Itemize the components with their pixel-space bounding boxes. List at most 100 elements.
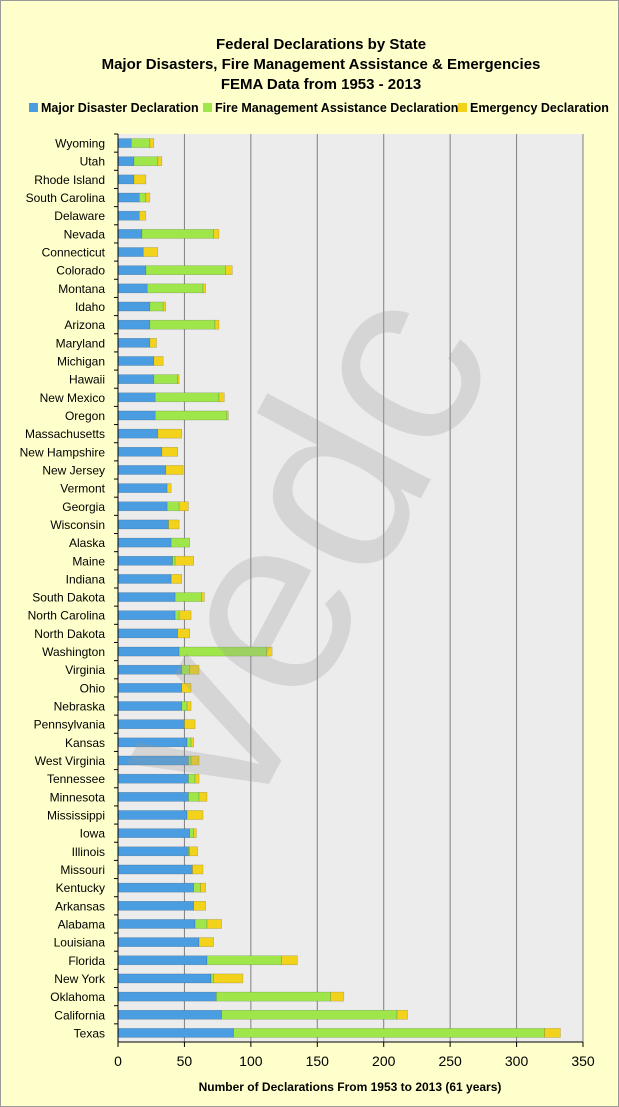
- bar-segment: [117, 356, 155, 366]
- bar-segment: [194, 773, 200, 784]
- x-axis-title: Number of Declarations From 1953 to 2013…: [199, 1080, 502, 1094]
- bar-segment: [117, 901, 194, 911]
- bar-segment: [157, 428, 183, 439]
- category-label: California: [54, 1008, 105, 1022]
- legend-swatch-emergency: [458, 103, 467, 112]
- bar-segment: [181, 683, 192, 693]
- category-label: Iowa: [80, 827, 106, 841]
- category-label: Oklahoma: [50, 990, 105, 1004]
- category-label: Louisiana: [54, 936, 106, 950]
- bar-segment: [157, 156, 163, 167]
- bar-segment: [206, 919, 222, 929]
- bar-segment: [162, 301, 167, 312]
- category-label: Maine: [72, 554, 105, 568]
- legend-label-fire-management: Fire Management Assistance Declaration: [215, 101, 458, 115]
- bar-segment: [189, 828, 194, 838]
- bar-segment: [117, 174, 135, 185]
- bar-segment: [117, 955, 208, 966]
- bar-segment: [330, 991, 345, 1002]
- bar-segment: [117, 1009, 222, 1020]
- bar-segment: [149, 319, 216, 330]
- chart-title-line-2: Major Disasters, Fire Management Assista…: [102, 56, 541, 73]
- bar-segment: [544, 1028, 561, 1038]
- category-label: South Dakota: [32, 591, 105, 605]
- x-tick-label: 0: [114, 1053, 122, 1069]
- bar-segment: [213, 973, 244, 984]
- category-label: Washington: [42, 645, 105, 659]
- category-label: Hawaii: [69, 373, 105, 387]
- bar-segment: [131, 138, 151, 148]
- category-label: Mississippi: [47, 809, 105, 823]
- category-label: Oregon: [65, 409, 105, 423]
- bar-segment: [170, 574, 183, 584]
- bars: [117, 138, 561, 1038]
- bar-segment: [117, 192, 140, 203]
- legend-swatch-fire-management: [203, 103, 212, 112]
- category-label: New Hampshire: [20, 445, 106, 459]
- category-label: Nevada: [64, 227, 106, 241]
- bar-segment: [178, 501, 189, 512]
- bar-segment: [194, 919, 208, 929]
- category-label: Minnesota: [50, 790, 106, 804]
- category-label: Delaware: [54, 209, 105, 223]
- bar-segment: [133, 174, 147, 185]
- bar-segment: [206, 955, 282, 966]
- category-label: Alaska: [69, 536, 105, 550]
- bar-segment: [117, 338, 151, 348]
- bar-segment: [165, 465, 184, 475]
- category-label: Florida: [68, 954, 105, 968]
- category-label: Rhode Island: [34, 173, 105, 187]
- bar-segment: [184, 719, 196, 729]
- category-label: New York: [54, 972, 106, 986]
- bar-segment: [213, 229, 220, 239]
- bar-segment: [117, 483, 168, 493]
- bar-segment: [186, 701, 192, 711]
- category-label: Maryland: [56, 336, 105, 350]
- bar-segment: [233, 1028, 545, 1038]
- category-label: Tennessee: [47, 772, 105, 786]
- bar-segment: [177, 374, 180, 384]
- bar-segment: [133, 156, 159, 167]
- bar-segment: [166, 483, 172, 493]
- legend: Major Disaster Declaration Fire Manageme…: [29, 101, 609, 115]
- bar-segment: [139, 192, 147, 203]
- category-label: Massachusetts: [25, 427, 105, 441]
- category-label: New Mexico: [40, 391, 106, 405]
- category-label: Connecticut: [42, 246, 106, 260]
- category-label: Pennsylvania: [34, 718, 106, 732]
- bar-segment: [142, 247, 159, 257]
- bar-segment: [117, 319, 151, 330]
- chart-title-line-1: Federal Declarations by State: [216, 36, 426, 53]
- category-label: Michigan: [57, 355, 105, 369]
- bar-segment: [190, 737, 194, 748]
- bar-segment: [117, 447, 163, 457]
- bar-segment: [168, 519, 180, 530]
- category-label: South Carolina: [26, 191, 106, 205]
- bar-segment: [198, 937, 214, 947]
- x-tick-label: 50: [177, 1053, 193, 1069]
- bar-segment: [266, 646, 273, 657]
- category-label: Missouri: [60, 863, 105, 877]
- x-tick-label: 200: [372, 1053, 396, 1069]
- x-tick-label: 100: [239, 1053, 263, 1069]
- bar-segment: [145, 192, 151, 203]
- category-label: North Carolina: [28, 609, 106, 623]
- bar-segment: [117, 301, 151, 312]
- bar-segment: [145, 265, 226, 275]
- bar-segment: [200, 882, 206, 893]
- bar-segment: [177, 628, 190, 639]
- bar-segment: [186, 810, 204, 820]
- category-label: Kansas: [65, 736, 105, 750]
- bar-segment: [146, 283, 204, 294]
- category-label: Virginia: [65, 663, 105, 677]
- category-label: Arkansas: [55, 899, 105, 913]
- category-label: New Jersey: [42, 463, 105, 477]
- category-label: Utah: [80, 155, 105, 169]
- category-label: Wisconsin: [50, 518, 105, 532]
- bar-segment: [117, 937, 200, 947]
- x-tick-label: 300: [505, 1053, 529, 1069]
- bar-segment: [117, 846, 189, 857]
- category-labels: Wyoming Utah Rhode Island South Carolina Del…: [20, 133, 118, 1040]
- bar-segment: [117, 792, 189, 802]
